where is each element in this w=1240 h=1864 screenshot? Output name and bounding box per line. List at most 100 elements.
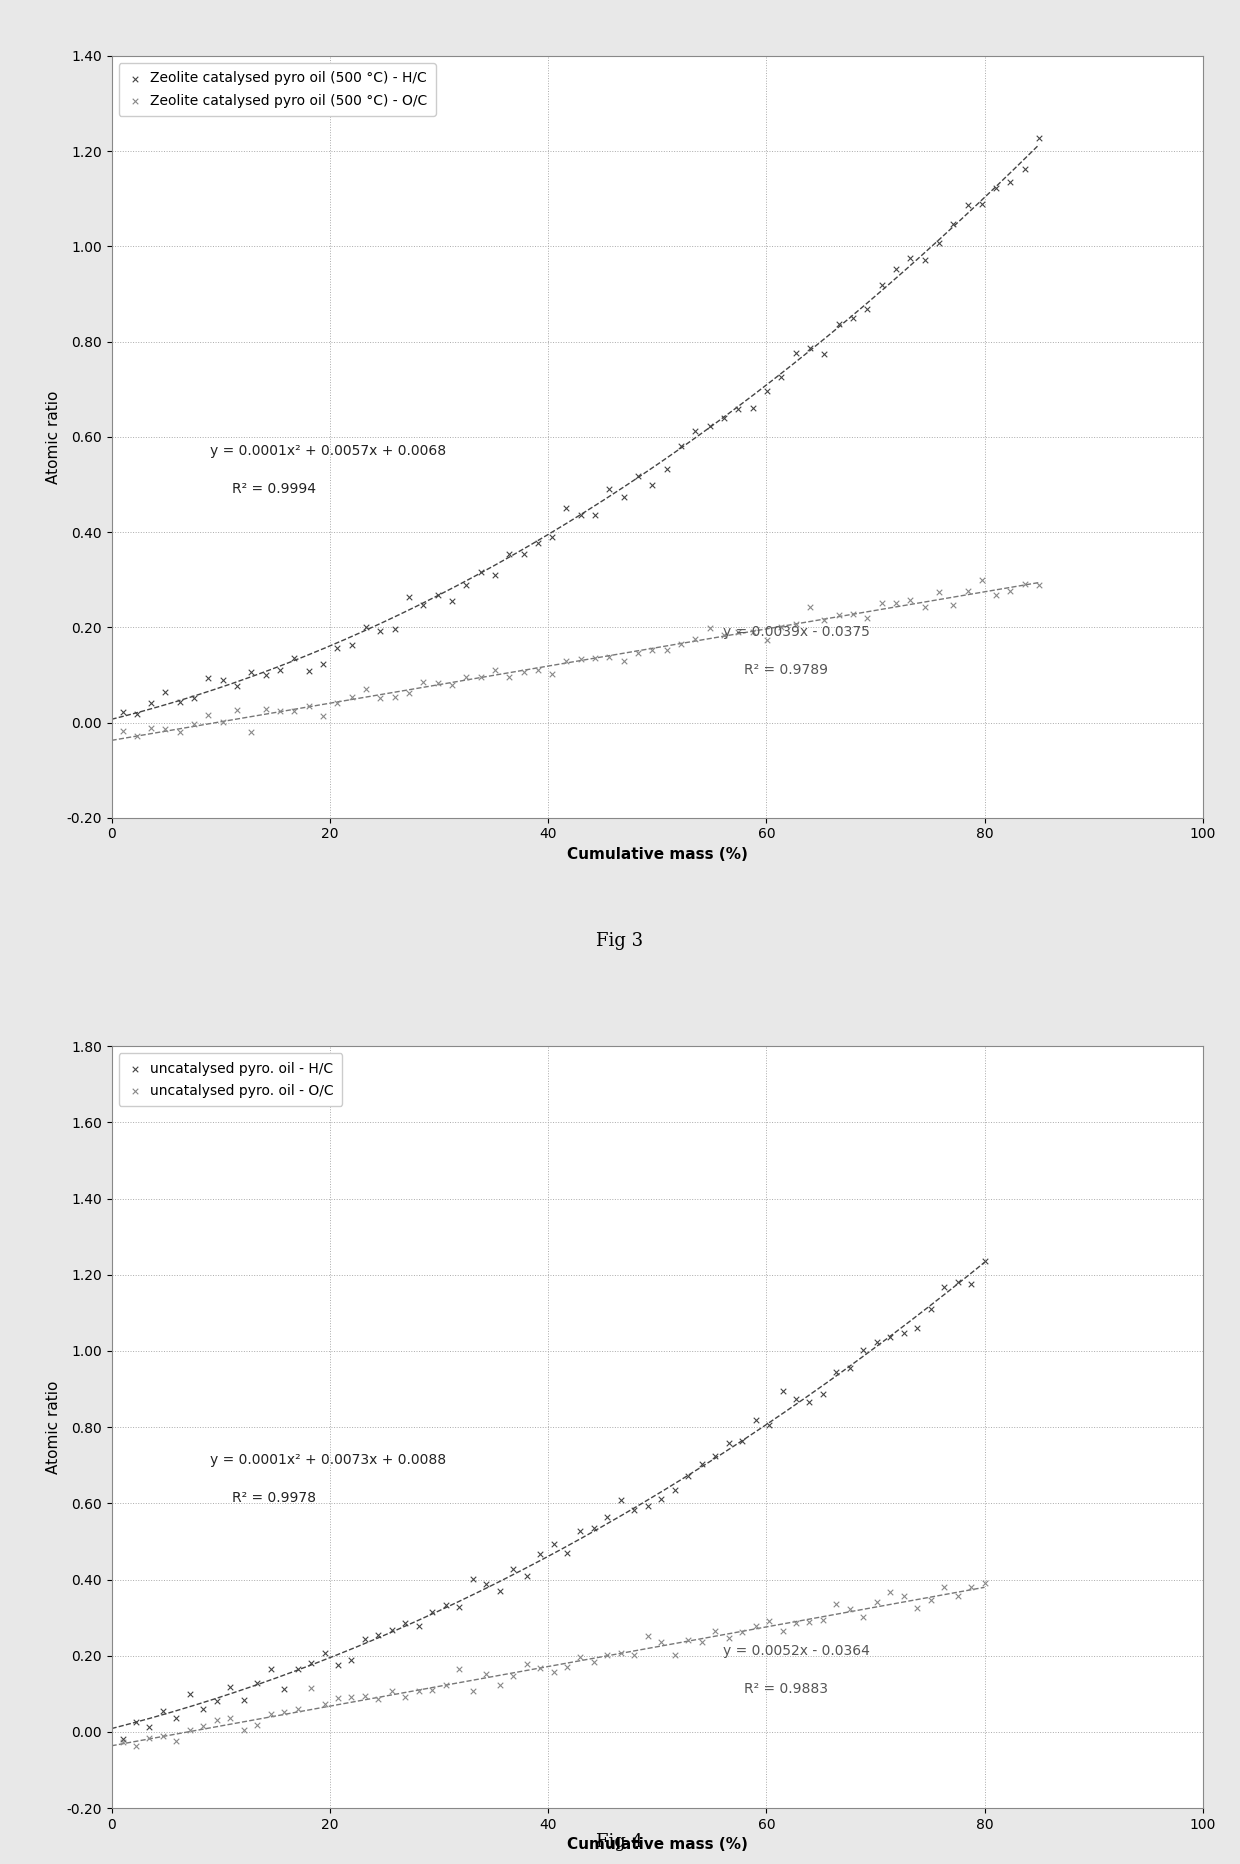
uncatalysed pyro. oil - H/C [166,1704,186,1734]
Zeolite catalysed pyro oil (500 °C) - H/C [255,660,275,690]
uncatalysed pyro. oil - O/C [490,1670,510,1700]
uncatalysed pyro. oil - H/C [234,1685,254,1715]
Legend: Zeolite catalysed pyro oil (500 °C) - H/C, Zeolite catalysed pyro oil (500 °C) -: Zeolite catalysed pyro oil (500 °C) - H/… [119,63,436,116]
Zeolite catalysed pyro oil (500 °C) - O/C [284,695,304,725]
Zeolite catalysed pyro oil (500 °C) - H/C [384,613,404,643]
Zeolite catalysed pyro oil (500 °C) - O/C [900,585,920,615]
Zeolite catalysed pyro oil (500 °C) - H/C [714,403,734,432]
uncatalysed pyro. oil - H/C [853,1335,873,1364]
uncatalysed pyro. oil - H/C [867,1327,887,1357]
uncatalysed pyro. oil - H/C [706,1441,725,1471]
Zeolite catalysed pyro oil (500 °C) - H/C [198,664,218,693]
uncatalysed pyro. oil - O/C [853,1601,873,1631]
Zeolite catalysed pyro oil (500 °C) - O/C [485,654,505,684]
Zeolite catalysed pyro oil (500 °C) - H/C [728,393,748,423]
uncatalysed pyro. oil - H/C [625,1495,645,1525]
uncatalysed pyro. oil - H/C [745,1405,765,1435]
uncatalysed pyro. oil - H/C [423,1597,443,1627]
Zeolite catalysed pyro oil (500 °C) - H/C [155,677,175,706]
uncatalysed pyro. oil - H/C [921,1294,941,1323]
Zeolite catalysed pyro oil (500 °C) - H/C [242,658,262,688]
uncatalysed pyro. oil - H/C [341,1646,361,1676]
uncatalysed pyro. oil - O/C [543,1657,563,1687]
uncatalysed pyro. oil - H/C [221,1672,241,1702]
Zeolite catalysed pyro oil (500 °C) - O/C [972,565,992,595]
uncatalysed pyro. oil - H/C [934,1273,954,1303]
uncatalysed pyro. oil - H/C [637,1491,657,1521]
Zeolite catalysed pyro oil (500 °C) - O/C [413,667,433,697]
uncatalysed pyro. oil - H/C [975,1245,994,1275]
Legend: uncatalysed pyro. oil - H/C, uncatalysed pyro. oil - O/C: uncatalysed pyro. oil - H/C, uncatalysed… [119,1053,342,1105]
uncatalysed pyro. oil - O/C [180,1715,200,1745]
uncatalysed pyro. oil - H/C [894,1318,914,1348]
Zeolite catalysed pyro oil (500 °C) - H/C [528,528,548,557]
Zeolite catalysed pyro oil (500 °C) - O/C [371,682,391,712]
Zeolite catalysed pyro oil (500 °C) - O/C [185,710,205,740]
Zeolite catalysed pyro oil (500 °C) - O/C [714,621,734,651]
Zeolite catalysed pyro oil (500 °C) - H/C [600,473,620,503]
Zeolite catalysed pyro oil (500 °C) - H/C [113,697,133,727]
uncatalysed pyro. oil - H/C [247,1668,267,1698]
Zeolite catalysed pyro oil (500 °C) - O/C [585,643,605,673]
uncatalysed pyro. oil - H/C [274,1674,294,1704]
Zeolite catalysed pyro oil (500 °C) - O/C [384,682,404,712]
uncatalysed pyro. oil - H/C [732,1426,751,1456]
uncatalysed pyro. oil - O/C [166,1726,186,1756]
uncatalysed pyro. oil - O/C [503,1661,523,1691]
Zeolite catalysed pyro oil (500 °C) - O/C [1001,576,1021,606]
Text: y = 0.0052x - 0.0364: y = 0.0052x - 0.0364 [723,1644,869,1657]
Zeolite catalysed pyro oil (500 °C) - O/C [686,624,706,654]
uncatalysed pyro. oil - H/C [678,1461,698,1491]
Zeolite catalysed pyro oil (500 °C) - O/C [800,593,820,623]
Zeolite catalysed pyro oil (500 °C) - O/C [1014,570,1034,600]
Zeolite catalysed pyro oil (500 °C) - O/C [528,654,548,684]
Text: R² = 0.9994: R² = 0.9994 [232,483,316,496]
uncatalysed pyro. oil - H/C [503,1555,523,1584]
Zeolite catalysed pyro oil (500 °C) - H/C [513,539,533,569]
uncatalysed pyro. oil - O/C [476,1659,496,1689]
Zeolite catalysed pyro oil (500 °C) - O/C [557,647,577,677]
Zeolite catalysed pyro oil (500 °C) - O/C [255,695,275,725]
Zeolite catalysed pyro oil (500 °C) - O/C [944,591,963,621]
Zeolite catalysed pyro oil (500 °C) - H/C [170,688,190,718]
Text: Fig 3: Fig 3 [596,932,644,951]
Zeolite catalysed pyro oil (500 °C) - H/C [699,412,719,442]
uncatalysed pyro. oil - O/C [894,1581,914,1610]
X-axis label: Cumulative mass (%): Cumulative mass (%) [567,846,748,861]
Zeolite catalysed pyro oil (500 °C) - H/C [185,682,205,712]
Zeolite catalysed pyro oil (500 °C) - H/C [657,455,677,485]
uncatalysed pyro. oil - H/C [301,1648,321,1678]
uncatalysed pyro. oil - O/C [260,1698,280,1728]
uncatalysed pyro. oil - H/C [126,1707,146,1737]
Zeolite catalysed pyro oil (500 °C) - O/C [843,600,863,630]
Zeolite catalysed pyro oil (500 °C) - O/C [356,673,376,703]
uncatalysed pyro. oil - O/C [611,1638,631,1668]
Zeolite catalysed pyro oil (500 °C) - H/C [371,617,391,647]
Zeolite catalysed pyro oil (500 °C) - O/C [699,613,719,643]
uncatalysed pyro. oil - O/C [839,1594,859,1624]
uncatalysed pyro. oil - H/C [759,1409,779,1439]
uncatalysed pyro. oil - O/C [382,1676,402,1706]
uncatalysed pyro. oil - O/C [193,1711,213,1741]
Zeolite catalysed pyro oil (500 °C) - H/C [642,470,662,500]
uncatalysed pyro. oil - H/C [490,1577,510,1607]
Zeolite catalysed pyro oil (500 °C) - O/C [170,718,190,747]
uncatalysed pyro. oil - H/C [193,1694,213,1724]
uncatalysed pyro. oil - H/C [368,1620,388,1650]
uncatalysed pyro. oil - H/C [476,1569,496,1599]
uncatalysed pyro. oil - H/C [570,1515,590,1545]
Zeolite catalysed pyro oil (500 °C) - O/C [828,600,848,630]
Zeolite catalysed pyro oil (500 °C) - O/C [872,587,892,617]
uncatalysed pyro. oil - O/C [153,1720,172,1750]
uncatalysed pyro. oil - O/C [557,1652,577,1681]
Zeolite catalysed pyro oil (500 °C) - H/C [356,613,376,643]
Zeolite catalysed pyro oil (500 °C) - H/C [986,173,1006,203]
Zeolite catalysed pyro oil (500 °C) - H/C [771,362,791,391]
uncatalysed pyro. oil - H/C [436,1590,456,1620]
uncatalysed pyro. oil - O/C [921,1584,941,1614]
uncatalysed pyro. oil - H/C [598,1502,618,1532]
uncatalysed pyro. oil - O/C [113,1726,133,1756]
uncatalysed pyro. oil - H/C [140,1713,160,1743]
Zeolite catalysed pyro oil (500 °C) - O/C [213,706,233,736]
Zeolite catalysed pyro oil (500 °C) - H/C [500,539,520,569]
